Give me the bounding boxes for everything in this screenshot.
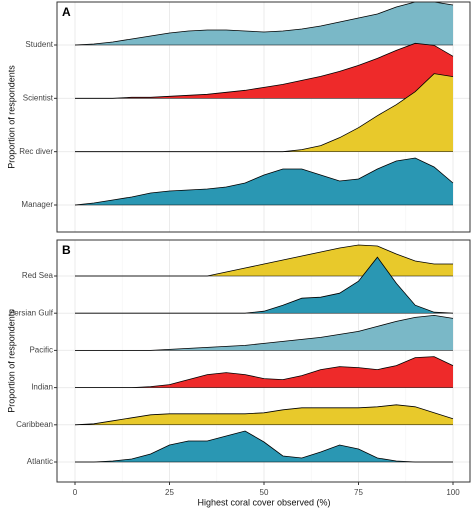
x-axis-label: Highest coral cover observed (%) [197, 497, 330, 507]
x-tick-label: 50 [260, 488, 269, 497]
ridge-area [75, 315, 453, 351]
y-axis-label: Proportion of respondents [6, 309, 16, 413]
ridge-area [75, 158, 453, 205]
ridge-area [75, 404, 453, 425]
ridge-line [74, 404, 454, 426]
ridge-area [75, 257, 453, 314]
y-tick-label: Scientist [23, 93, 54, 102]
ridge-line [74, 2, 454, 46]
y-tick-label: Caribbean [16, 420, 53, 429]
y-tick-label: Manager [21, 200, 53, 209]
y-tick-label: Student [25, 40, 53, 49]
panel-label: B [62, 243, 71, 257]
y-tick-label: Persian Gulf [9, 308, 54, 317]
x-tick-label: 75 [354, 488, 363, 497]
ridge-line [75, 356, 454, 388]
ridge-area [75, 43, 453, 99]
ridges [57, 2, 470, 206]
x-tick-label: 25 [165, 488, 174, 497]
y-tick-label: Atlantic [27, 457, 53, 466]
ridge-line [75, 430, 453, 463]
y-tick-label: Pacific [29, 346, 53, 355]
ridge-area [75, 2, 453, 45]
y-tick-label: Rec diver [19, 147, 53, 156]
ridges [57, 244, 470, 463]
panel-border [56, 1, 471, 233]
x-tick-label: 0 [73, 488, 78, 497]
panel-label: A [62, 5, 71, 19]
ridge-area [75, 356, 453, 388]
ridge-line [75, 42, 454, 99]
x-tick-label: 100 [446, 488, 460, 497]
y-axis-label: Proportion of respondents [6, 65, 16, 169]
ridge-line [74, 157, 454, 206]
ridge-area [75, 73, 453, 152]
ridge-area [75, 245, 453, 276]
ridge-area [75, 431, 453, 462]
y-tick-label: Indian [31, 383, 53, 392]
y-tick-label: Red Sea [22, 271, 54, 280]
